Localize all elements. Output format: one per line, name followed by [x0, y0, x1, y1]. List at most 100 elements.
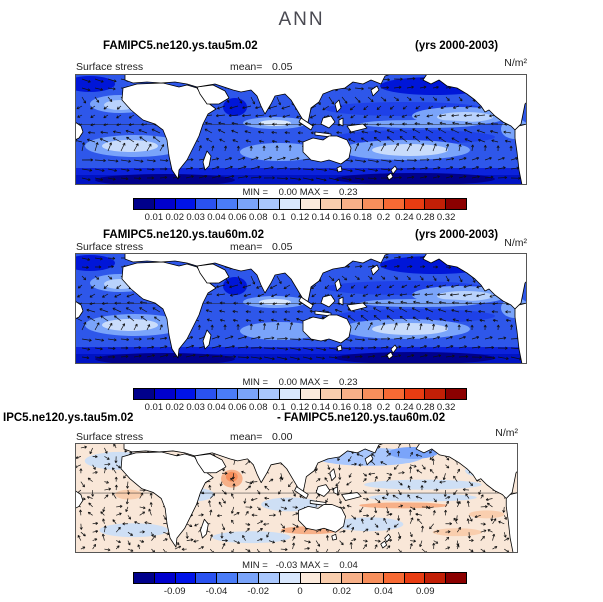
colorbar-tick-label: 0.28: [416, 212, 435, 223]
colorbar-segment: [424, 573, 446, 583]
colorbar-segment: [341, 389, 362, 399]
panel2-title-left: FAMIPC5.ne120.ys.tau60m.02: [103, 229, 265, 241]
map-frame: [75, 443, 518, 553]
panel1-colorbar: 0.01 0.02 0.03 0.04 0.06 0.08 0.1 0.12 0.14 0.16 0…: [133, 198, 467, 226]
panel1-mean-label: mean=: [230, 61, 263, 73]
panel2-mean-value: 0.05: [272, 241, 293, 253]
colorbar-segment: [445, 573, 466, 583]
colorbar-strip: [133, 572, 467, 584]
colorbar-segment: [403, 573, 425, 583]
map-frame: [75, 74, 527, 185]
colorbar-tick-label: 0.12: [290, 212, 310, 223]
colorbar-tick-label: 0.06: [228, 402, 247, 413]
colorbar-segment: [424, 389, 446, 399]
colorbar-tick-label: 0.04: [207, 402, 226, 413]
colorbar-segment: [216, 199, 238, 209]
panel3-mean-value: 0.00: [272, 431, 293, 443]
colorbar-segment: [174, 389, 196, 399]
colorbar-segment: [257, 573, 279, 583]
panel3-mean-label: mean=: [230, 431, 263, 443]
colorbar-segment: [257, 199, 279, 209]
colorbar-tick-label: 0.16: [332, 402, 352, 413]
colorbar-tick-label: 0.2: [376, 402, 391, 413]
colorbar-tick-label: 0.02: [165, 402, 185, 413]
colorbar-segment: [361, 389, 383, 399]
colorbar-segment: [216, 573, 238, 583]
colorbar-tick-label: -0.09: [163, 586, 186, 597]
colorbar-segment: [424, 199, 446, 209]
map-panel-2: [75, 253, 527, 364]
colorbar-segment: [299, 199, 321, 209]
colorbar-segment: [257, 389, 279, 399]
colorbar-strip: [133, 388, 467, 400]
colorbar-segment: [445, 389, 466, 399]
colorbar-segment: [237, 389, 258, 399]
colorbar-segment: [341, 199, 362, 209]
panel1-title-right: (yrs 2000-2003): [415, 40, 499, 52]
colorbar-tick-label: 0: [297, 586, 303, 597]
colorbar-tick-label: 0.32: [436, 212, 456, 223]
colorbar-segment: [216, 389, 238, 399]
panel2-field-label: Surface stress: [76, 241, 144, 253]
map-panel-1: [75, 74, 527, 185]
colorbar-segment: [445, 199, 466, 209]
colorbar-tick-label: 0.28: [416, 402, 435, 413]
colorbar-tick-label: 0.02: [165, 212, 185, 223]
colorbar-segment: [195, 199, 217, 209]
colorbar-segment: [237, 573, 258, 583]
panel3-colorbar: -0.09 -0.04 -0.02 0 0.02 0.04 0.09: [133, 572, 467, 600]
panel1-title-left: FAMIPC5.ne120.ys.tau5m.02: [103, 40, 258, 52]
colorbar-tick-label: 0.12: [290, 402, 310, 413]
colorbar-tick-label: 0.03: [186, 402, 205, 413]
colorbar-tick-label: 0.01: [144, 402, 164, 413]
colorbar-tick-label: 0.06: [228, 212, 247, 223]
colorbar-segment: [382, 389, 404, 399]
colorbar-segment: [134, 199, 154, 209]
colorbar-tick-label: 0.08: [249, 402, 268, 413]
colorbar-segment: [195, 573, 217, 583]
panel3-title-right: - FAMIPC5.ne120.ys.tau60m.02: [277, 412, 446, 424]
colorbar-segment: [320, 573, 342, 583]
panel3-title-left: IPC5.ne120.ys.tau5m.02: [3, 412, 134, 424]
colorbar-tick-label: -0.04: [205, 586, 228, 597]
colorbar-segment: [382, 199, 404, 209]
colorbar-segment: [195, 389, 217, 399]
colorbar-segment: [299, 573, 321, 583]
colorbar-segment: [361, 573, 383, 583]
page-title: ANN: [278, 9, 325, 30]
colorbar-tick-label: 0.18: [353, 212, 372, 223]
panel1-field-label: Surface stress: [76, 61, 144, 73]
colorbar-tick-label: 0.24: [395, 402, 414, 413]
panel2-minmax: MIN = 0.00 MAX = 0.23: [242, 377, 358, 388]
colorbar-tick-label: 0.14: [311, 402, 331, 413]
panel2-title-right: (yrs 2000-2003): [415, 229, 499, 241]
panel2-colorbar: 0.01 0.02 0.03 0.04 0.06 0.08 0.1 0.12 0.14 0.16 0…: [133, 388, 467, 416]
panel3-field-label: Surface stress: [76, 431, 144, 443]
colorbar-segment: [299, 389, 321, 399]
colorbar-segment: [278, 199, 300, 209]
colorbar-tick-label: 0.16: [332, 212, 352, 223]
panel2-units: N/m²: [504, 237, 527, 249]
colorbar-segment: [174, 573, 196, 583]
colorbar-tick-label: -0.02: [247, 586, 270, 597]
colorbar-tick-label: 0.2: [376, 212, 391, 223]
panel1-units: N/m²: [504, 57, 527, 69]
panel1-minmax: MIN = 0.00 MAX = 0.23: [242, 187, 358, 198]
map-panel-3: [75, 443, 518, 553]
colorbar-tick-label: 0.03: [186, 212, 205, 223]
vector-arrows: [75, 255, 522, 361]
colorbar-tick-label: 0.24: [395, 212, 414, 223]
colorbar-tick-label: 0.09: [416, 586, 435, 597]
colorbar-segment: [320, 199, 342, 209]
panel3-minmax: MIN = -0.03 MAX = 0.04: [242, 560, 358, 571]
colorbar-tick-label: 0.01: [144, 212, 164, 223]
colorbar-segment: [341, 573, 362, 583]
colorbar-segment: [403, 199, 425, 209]
colorbar-tick-label: 0.1: [272, 402, 286, 413]
colorbar-segment: [382, 573, 404, 583]
panel1-mean-value: 0.05: [272, 61, 293, 73]
colorbar-segment: [278, 389, 300, 399]
colorbar-tick-label: 0.32: [436, 402, 456, 413]
colorbar-segment: [403, 389, 425, 399]
